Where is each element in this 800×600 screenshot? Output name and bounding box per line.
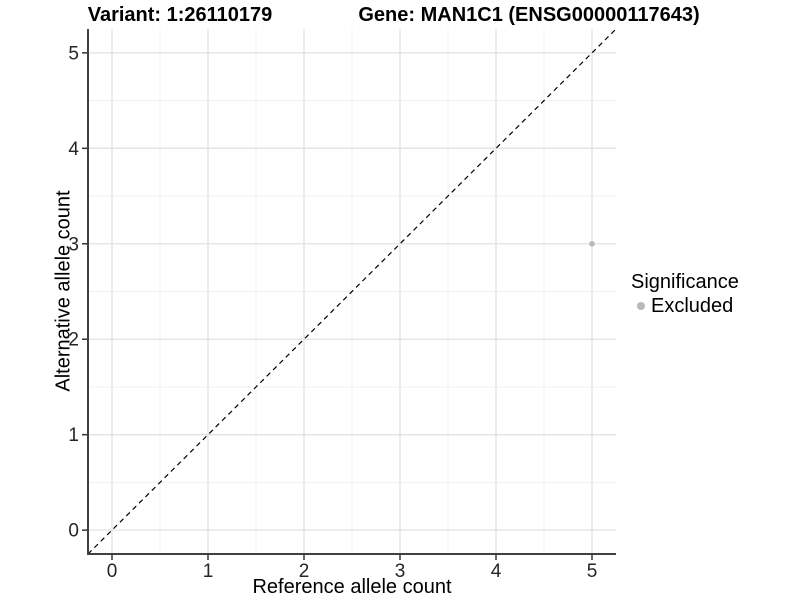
legend-item-label: Excluded [651,295,734,317]
x-tick-label: 4 [491,561,502,582]
x-tick-label: 2 [299,561,310,582]
x-tick-label: 3 [395,561,406,582]
variant-title: Variant: 1:26110179 [87,4,273,26]
y-tick-label: 4 [68,139,79,160]
y-axis-title: Alternative allele count [52,190,75,392]
legend-title: Significance [631,271,739,293]
y-tick-label: 0 [68,521,79,542]
y-tick-label: 2 [68,330,79,351]
y-tick-label: 5 [68,43,79,64]
data-point [589,240,595,247]
x-tick-label: 1 [203,561,214,582]
identity-line [87,28,617,555]
x-tick-label: 0 [107,561,118,582]
gene-title: Gene: MAN1C1 (ENSG00000117643) [358,4,700,26]
legend: Significance Excluded [631,271,739,317]
legend-item-excluded: Excluded [631,295,739,317]
x-tick-label: 5 [587,561,598,582]
legend-point-icon [637,302,645,310]
y-tick-label: 3 [68,234,79,255]
y-tick-label: 1 [68,425,79,446]
x-axis-title: Reference allele count [252,576,452,598]
